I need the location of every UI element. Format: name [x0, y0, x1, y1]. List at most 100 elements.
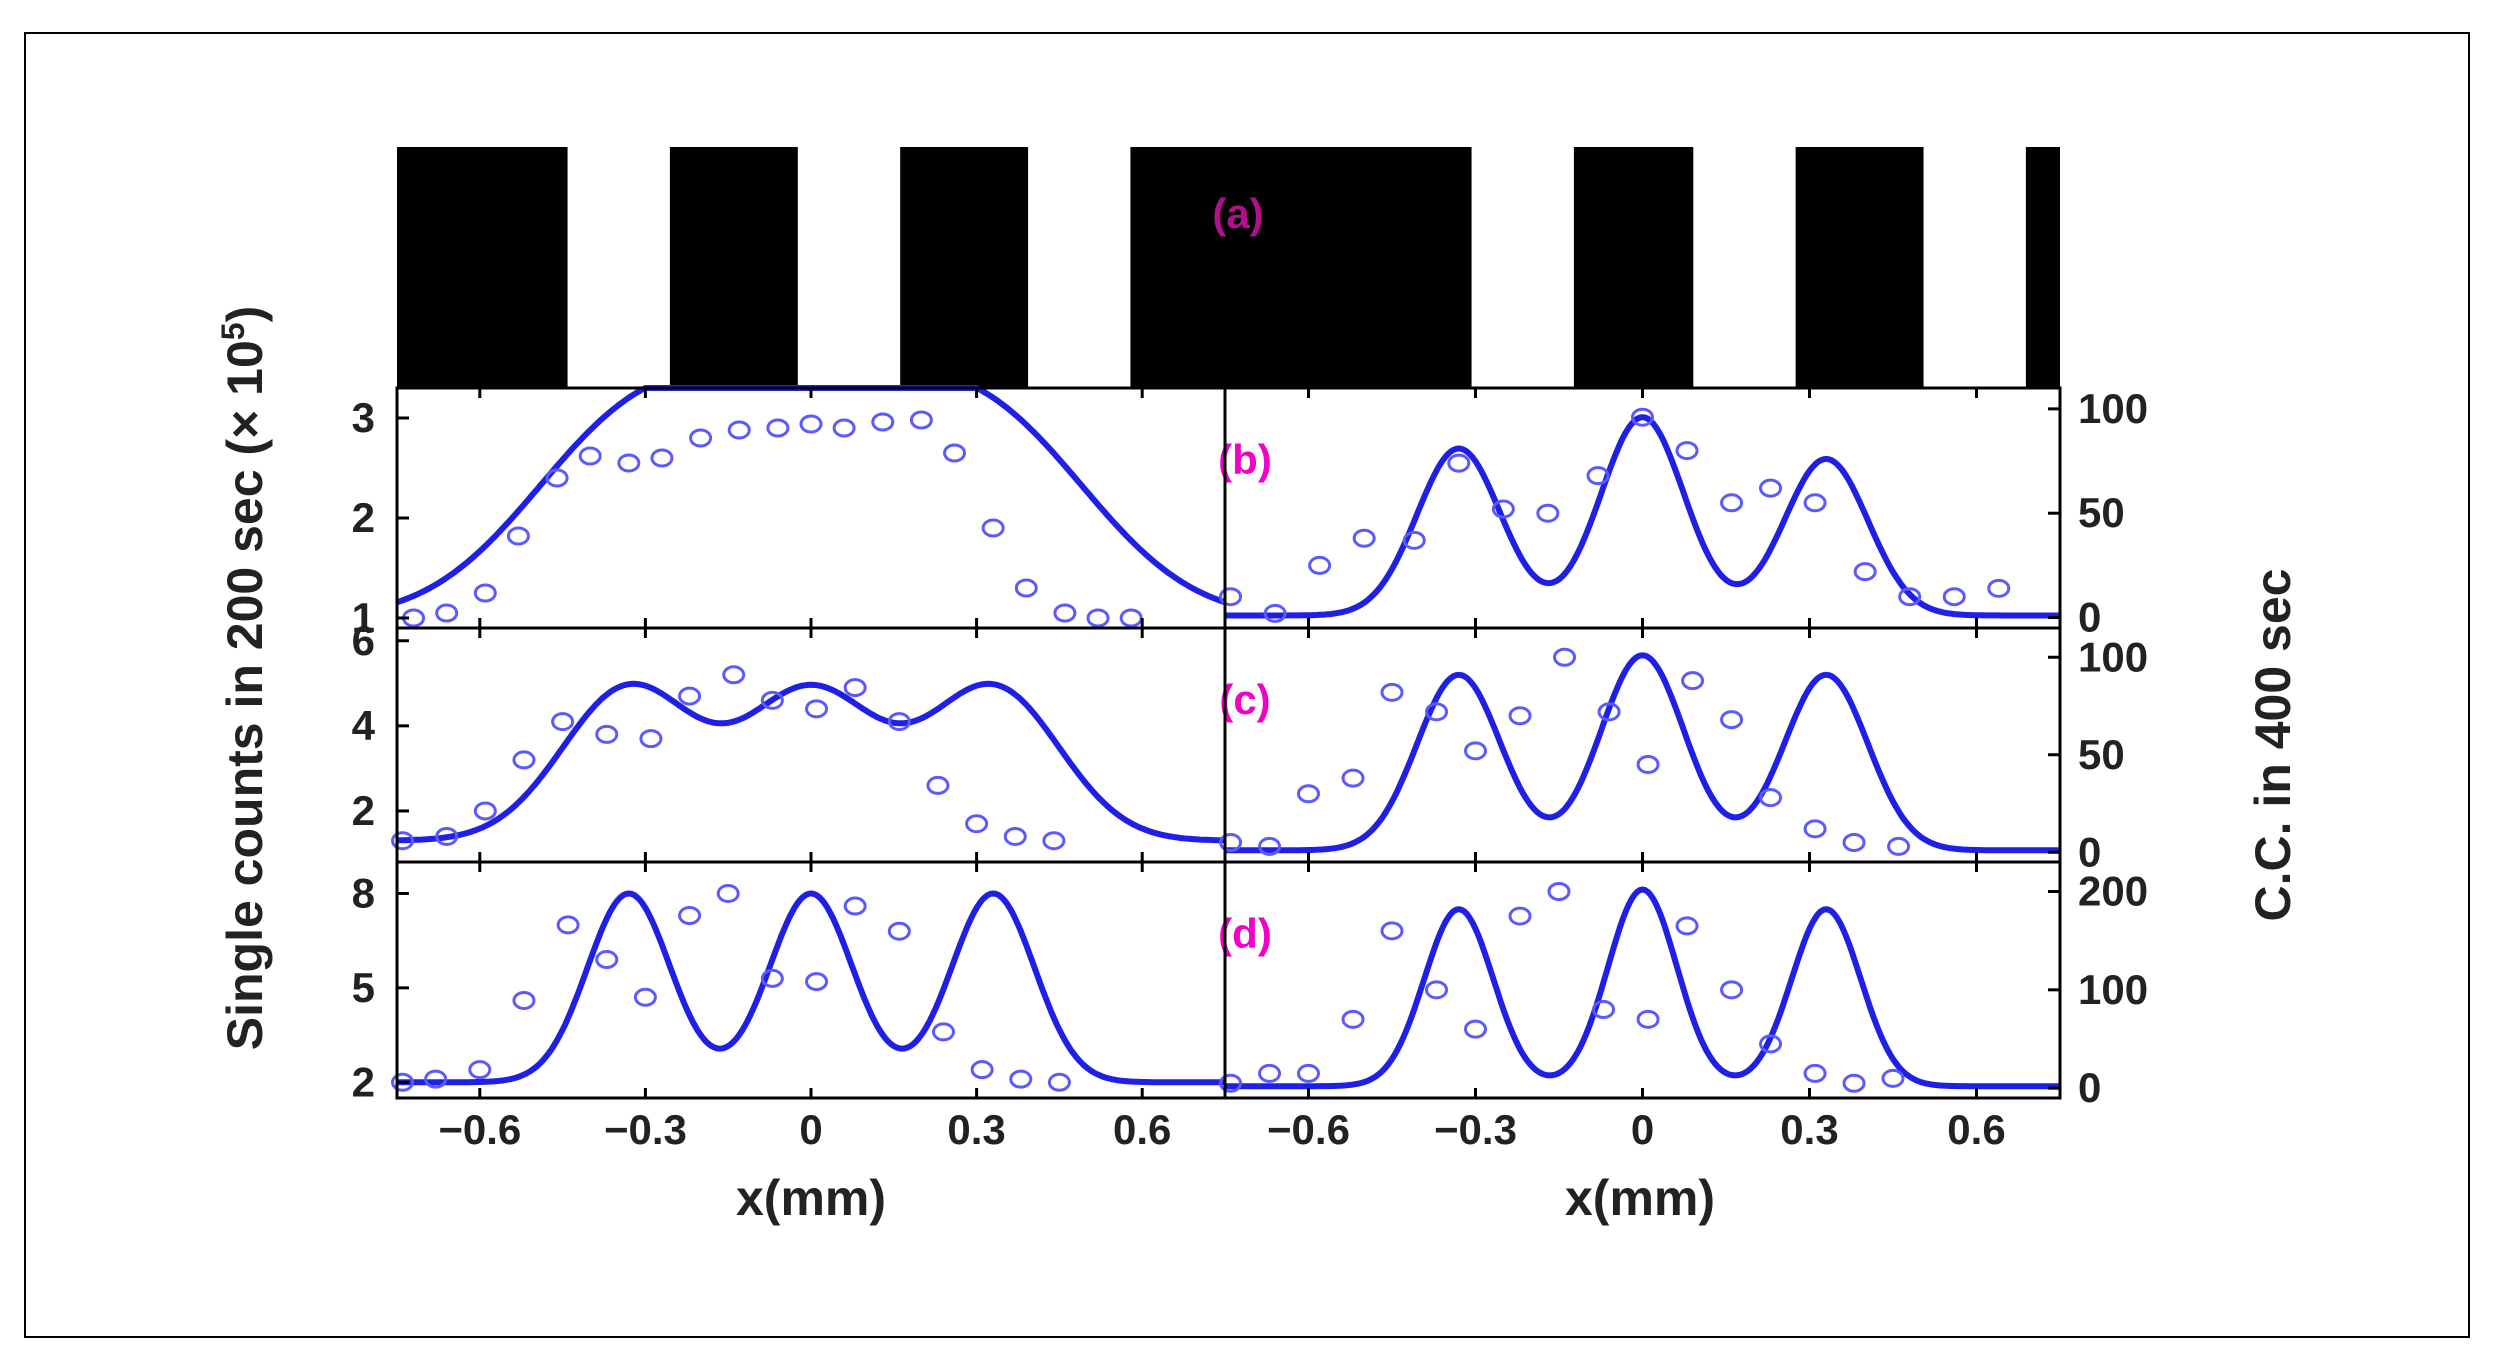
data-point-d-right-3 [1341, 1009, 1365, 1029]
data-point-c-left-12 [887, 712, 911, 732]
y-axis-label-left-exponent: 5 [215, 322, 251, 340]
ytick-label-d-left-2: 8 [352, 869, 375, 916]
data-point-d-right-6 [1464, 1019, 1487, 1039]
data-point-b-right-15 [1898, 587, 1922, 607]
ytick-label-c-left-1: 4 [352, 702, 376, 749]
data-point-d-right-14 [1803, 1063, 1827, 1083]
ytick-label-b-right-1: 50 [2078, 489, 2125, 536]
data-point-d-left-0 [391, 1072, 415, 1092]
data-point-b-left-2 [473, 583, 497, 603]
data-point-d-left-1 [424, 1069, 448, 1089]
data-point-c-left-14 [965, 814, 989, 834]
data-point-d-right-16 [1881, 1068, 1905, 1088]
slit-opening-3 [1028, 146, 1131, 388]
ytick-label-b-left-0: 1 [352, 594, 375, 641]
data-point-c-left-2 [473, 801, 497, 821]
data-point-b-left-20 [1119, 608, 1143, 628]
y-axis-label-left-close: ) [217, 306, 273, 323]
axes-frame-c-right [1223, 626, 2062, 864]
data-point-c-left-5 [595, 724, 619, 744]
ytick-label-d-right-2: 200 [2078, 868, 2148, 915]
data-point-d-left-14 [970, 1060, 994, 1080]
data-point-b-left-5 [578, 446, 602, 466]
data-point-d-right-10 [1636, 1009, 1660, 1029]
data-point-b-left-3 [506, 526, 530, 546]
data-point-c-right-14 [1803, 819, 1827, 839]
xtick-label-d-right-1: −0.3 [1434, 1106, 1517, 1153]
panel-d-left: 2 5 8 −0.6 −0.3 0 0.3 0.6 (d) [352, 860, 1272, 1153]
fit-curve-c-left [396, 680, 1226, 844]
ytick-label-c-left-2: 6 [352, 617, 375, 664]
data-point-d-right-7 [1508, 906, 1532, 926]
data-point-b-right-2 [1308, 555, 1332, 575]
data-point-b-right-9 [1631, 407, 1654, 427]
data-point-d-left-13 [931, 1022, 955, 1042]
data-point-b-left-6 [617, 453, 641, 473]
data-point-b-left-13 [871, 412, 895, 432]
data-point-d-left-12 [887, 921, 911, 941]
data-point-b-right-8 [1586, 466, 1610, 486]
data-point-b-right-5 [1447, 453, 1471, 473]
data-point-d-right-12 [1720, 980, 1744, 1000]
data-point-b-left-7 [650, 448, 674, 468]
fit-curve-b-right [1224, 414, 2061, 619]
xtick-label-d-left-3: 0.3 [947, 1106, 1005, 1153]
panel-b-right: 0 50 100 [1219, 385, 2148, 641]
ytick-label-d-left-1: 5 [352, 964, 375, 1011]
data-point-c-right-8 [1553, 647, 1577, 667]
data-point-b-left-15 [943, 443, 967, 463]
data-point-d-right-0 [1219, 1073, 1243, 1093]
data-point-d-right-1 [1258, 1063, 1282, 1083]
data-point-b-left-1 [435, 603, 459, 623]
data-point-b-right-14 [1853, 562, 1877, 582]
data-point-b-left-16 [981, 518, 1005, 538]
ytick-label-c-right-1: 50 [2078, 731, 2125, 778]
panel-d-right: 0 100 200 −0.6 −0.3 0 0.3 0.6 [1219, 860, 2148, 1153]
ytick-label-b-left-1: 2 [352, 494, 375, 541]
data-point-b-right-3 [1352, 528, 1376, 548]
data-point-d-left-6 [633, 987, 657, 1007]
data-point-d-right-13 [1759, 1034, 1783, 1054]
data-point-d-right-11 [1675, 916, 1699, 936]
panel-label-c-left: (c) [1219, 676, 1270, 723]
data-point-b-left-10 [766, 418, 790, 438]
panel-b-left: 1 2 3 (b) [352, 385, 1272, 641]
y-axis-label-left: Single counts in 200 sec (× 105) [215, 306, 273, 1050]
xtick-label-d-left-2: 0 [799, 1106, 822, 1153]
data-point-c-left-1 [435, 826, 459, 846]
data-point-b-left-18 [1053, 603, 1077, 623]
data-point-c-left-10 [805, 699, 829, 719]
slit-opening-4 [1471, 146, 1574, 388]
ytick-label-b-right-2: 100 [2078, 385, 2148, 432]
data-point-b-right-0 [1219, 587, 1243, 607]
data-point-c-right-10 [1636, 755, 1660, 774]
data-point-c-left-9 [760, 690, 784, 710]
data-point-b-left-14 [909, 410, 933, 430]
slit-diagram: (a) [397, 146, 2060, 388]
data-point-c-right-16 [1887, 836, 1911, 856]
data-point-d-left-5 [595, 950, 619, 970]
panel-c-left: 2 4 6 (c) [352, 617, 1271, 864]
data-point-c-right-13 [1759, 788, 1783, 808]
axes-frame-d-right [1223, 860, 2062, 1100]
data-point-d-right-15 [1842, 1073, 1866, 1093]
data-point-b-left-9 [727, 420, 751, 440]
data-point-c-right-15 [1842, 833, 1866, 852]
data-point-c-right-2 [1297, 784, 1320, 804]
ytick-label-d-right-0: 0 [2078, 1064, 2101, 1111]
slit-opening-1 [567, 146, 670, 388]
data-point-c-right-7 [1508, 706, 1532, 726]
data-point-c-right-0 [1219, 833, 1243, 852]
data-point-c-left-6 [639, 729, 663, 749]
data-point-d-left-10 [805, 972, 829, 992]
ytick-label-c-left-0: 2 [352, 787, 375, 834]
data-point-b-right-1 [1263, 603, 1287, 623]
ytick-label-d-right-1: 100 [2078, 966, 2148, 1013]
data-point-b-left-12 [832, 418, 856, 438]
fit-curve-c-right [1224, 652, 2061, 854]
data-point-b-left-8 [689, 428, 713, 448]
data-point-b-right-13 [1803, 493, 1827, 513]
xtick-label-d-right-2: 0 [1631, 1106, 1654, 1153]
data-point-c-right-6 [1464, 741, 1487, 761]
